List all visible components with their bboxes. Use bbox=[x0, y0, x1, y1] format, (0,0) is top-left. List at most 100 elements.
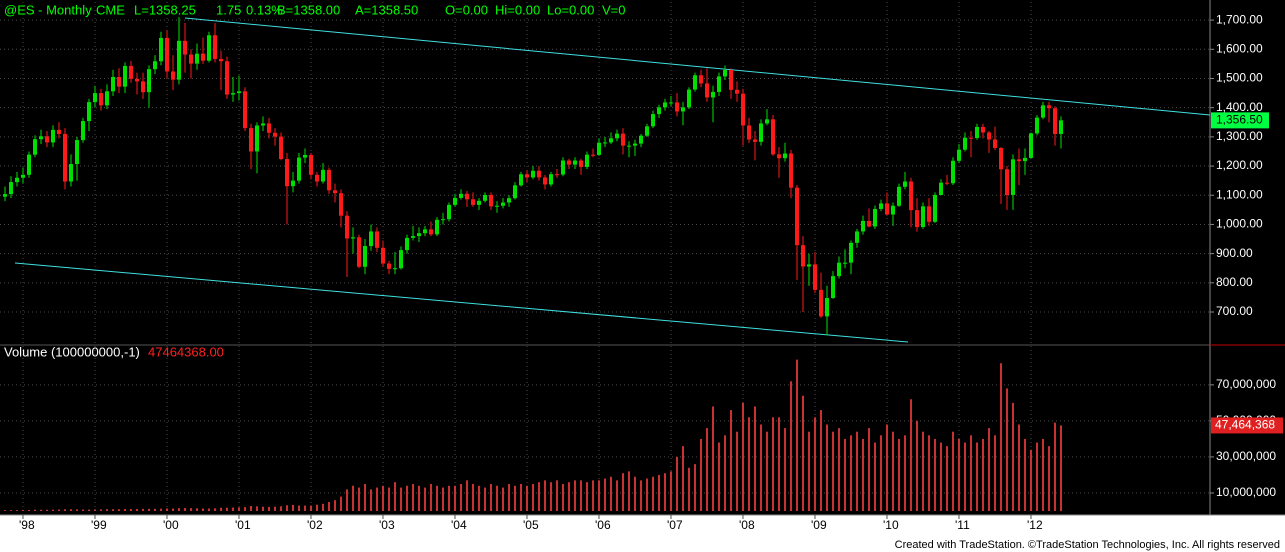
candle-body bbox=[291, 180, 295, 187]
candle-body bbox=[609, 138, 613, 143]
candle-body bbox=[633, 143, 637, 146]
candle-body bbox=[843, 262, 847, 264]
candle-body bbox=[195, 53, 199, 64]
volume-bar bbox=[616, 480, 618, 511]
y-tick-label: 1,600.00 bbox=[1216, 41, 1263, 55]
volume-bar bbox=[124, 509, 126, 511]
volume-bar bbox=[382, 485, 384, 511]
y-tick-label: 1,200.00 bbox=[1216, 158, 1263, 172]
volume-bar bbox=[592, 480, 594, 511]
volume-bar bbox=[112, 509, 114, 511]
candle-body bbox=[543, 177, 547, 185]
candle-body bbox=[597, 142, 601, 155]
volume-bar bbox=[904, 435, 906, 511]
volume-bar bbox=[628, 471, 630, 511]
volume-bar bbox=[1000, 363, 1002, 511]
candle-body bbox=[189, 54, 193, 64]
candle-body bbox=[303, 154, 307, 158]
volume-bar bbox=[538, 482, 540, 511]
candle-body bbox=[867, 220, 871, 227]
volume-bar bbox=[568, 482, 570, 511]
candle-body bbox=[897, 186, 901, 206]
volume-bar bbox=[970, 435, 972, 511]
volume-bar bbox=[958, 438, 960, 511]
volume-bar bbox=[4, 510, 6, 511]
candle-body bbox=[771, 119, 775, 155]
candle-body bbox=[27, 154, 31, 175]
candle-body bbox=[513, 185, 517, 199]
volume-bar bbox=[826, 424, 828, 511]
volume-bar bbox=[868, 428, 870, 511]
volume-bar bbox=[532, 483, 534, 511]
candle-body bbox=[441, 219, 445, 221]
candle-body bbox=[711, 91, 715, 98]
volume-bar bbox=[22, 509, 24, 511]
candle-body bbox=[885, 203, 889, 215]
volume-bar bbox=[118, 509, 120, 511]
x-tick-label: '03 bbox=[379, 518, 395, 532]
x-tick-label: '11 bbox=[955, 518, 970, 532]
volume-bar bbox=[742, 402, 744, 511]
candle-body bbox=[309, 154, 313, 175]
volume-bar bbox=[358, 487, 360, 511]
candle-body bbox=[909, 181, 913, 211]
x-tick-label: '00 bbox=[163, 518, 179, 532]
volume-bar bbox=[406, 485, 408, 511]
volume-bar bbox=[622, 473, 624, 511]
y-tick-label: 1,500.00 bbox=[1216, 71, 1263, 85]
volume-title: Volume (100000000,-1) bbox=[4, 344, 140, 359]
volume-bar bbox=[922, 431, 924, 511]
candle-body bbox=[537, 170, 541, 178]
volume-bar bbox=[46, 509, 48, 511]
volume-bar bbox=[658, 474, 660, 511]
candle-body bbox=[579, 160, 583, 167]
volume-bar bbox=[1024, 438, 1026, 511]
candle-body bbox=[141, 81, 145, 93]
volume-bar bbox=[598, 480, 600, 511]
volume-bar bbox=[58, 509, 60, 511]
volume-bar bbox=[664, 473, 666, 511]
candle-body bbox=[237, 91, 241, 94]
candle-body bbox=[585, 154, 589, 167]
candle-body bbox=[465, 193, 469, 200]
candle-body bbox=[267, 123, 271, 133]
volume-bar bbox=[856, 431, 858, 511]
volume-bar bbox=[754, 406, 756, 511]
volume-bar bbox=[418, 485, 420, 511]
volume-bar bbox=[286, 505, 288, 511]
candle-body bbox=[87, 102, 91, 122]
candle-body bbox=[981, 126, 985, 133]
candle-body bbox=[411, 236, 415, 238]
footer: Created with TradeStation. ©TradeStation… bbox=[895, 539, 1280, 551]
candle-body bbox=[921, 206, 925, 228]
candle-body bbox=[651, 114, 655, 127]
candle-body bbox=[903, 181, 907, 187]
candle-body bbox=[603, 142, 607, 144]
volume-bar bbox=[928, 435, 930, 511]
candle-body bbox=[669, 102, 673, 104]
candle-body bbox=[207, 35, 211, 61]
candle-body bbox=[105, 91, 109, 106]
volume-bar bbox=[334, 500, 336, 511]
volume-bar bbox=[100, 509, 102, 511]
candle-body bbox=[39, 136, 43, 140]
volume-bar bbox=[862, 438, 864, 511]
volume-bar bbox=[1030, 449, 1032, 511]
volume-bar bbox=[160, 508, 162, 511]
candle-body bbox=[1017, 159, 1021, 162]
candle-body bbox=[615, 133, 619, 139]
volume-bar bbox=[298, 505, 300, 511]
candle-body bbox=[21, 174, 25, 178]
volume-bar bbox=[508, 483, 510, 511]
candle-body bbox=[891, 205, 895, 215]
volume-bar bbox=[550, 482, 552, 511]
volume-bar bbox=[10, 510, 12, 511]
y-tick-label: 1,000.00 bbox=[1216, 217, 1263, 231]
candle-body bbox=[819, 289, 823, 317]
volume-bar bbox=[772, 417, 774, 511]
volume-bar bbox=[154, 508, 156, 511]
candle-body bbox=[243, 91, 247, 129]
quote: B=1358.00 bbox=[277, 2, 340, 17]
volume-bar bbox=[1012, 402, 1014, 511]
candle-body bbox=[357, 237, 361, 267]
